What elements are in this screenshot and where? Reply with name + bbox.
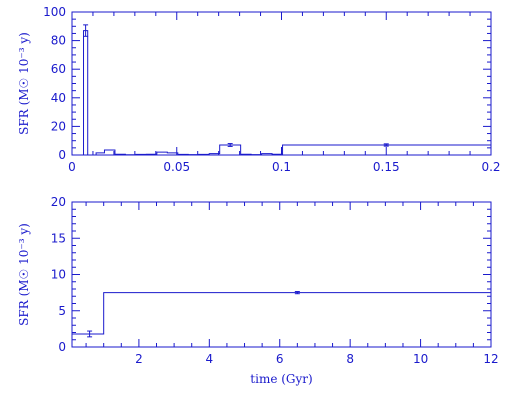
plot-panel-2: 2 4 6 8 10 12 0 5 10 15 20 SFR (M☉ 10⁻³ y) time (Gyr…: [17, 195, 499, 386]
x-tick-label: 8: [346, 352, 354, 366]
plot-panel-1: 0 0.05 0.1 0.15 0.2 0 20 40 60 80 100 SFR (M☉ 10⁻³ …: [17, 5, 501, 174]
y-axis-label: SFR (M☉ 10⁻³ y): [17, 223, 31, 326]
sfr-step-series: [72, 30, 491, 156]
y-tick-label: 10: [51, 268, 66, 282]
x-tick-label: 10: [413, 352, 428, 366]
y-tick-label: 0: [58, 148, 66, 162]
y-axis-label: SFR (M☉ 10⁻³ y): [17, 32, 31, 135]
y-tick-label: 5: [58, 304, 66, 318]
x-tick-label: 12: [483, 352, 498, 366]
x-tick-label: 0: [68, 160, 76, 174]
x-tick-label: 0.2: [481, 160, 500, 174]
x-tick-label: 2: [135, 352, 143, 366]
x-axis-label: time (Gyr): [250, 372, 312, 386]
y-tick-label: 40: [51, 91, 66, 105]
y-tick-label: 20: [51, 195, 66, 209]
x-tick-label: 0.05: [163, 160, 190, 174]
x-tick-label: 0.1: [272, 160, 291, 174]
y-tick-label: 80: [51, 34, 66, 48]
y-tick-label: 60: [51, 62, 66, 76]
plot-frame: [71, 11, 492, 156]
x-tick-label: 0.15: [373, 160, 400, 174]
y-tick-label: 15: [51, 231, 66, 245]
y-tick-label: 0: [58, 340, 66, 354]
sfr-step-series: [72, 292, 491, 335]
y-tick-label: 100: [43, 5, 66, 19]
plot-frame: [71, 201, 492, 348]
x-tick-label: 4: [205, 352, 213, 366]
x-tick-label: 6: [276, 352, 284, 366]
y-tick-label: 20: [51, 119, 66, 133]
